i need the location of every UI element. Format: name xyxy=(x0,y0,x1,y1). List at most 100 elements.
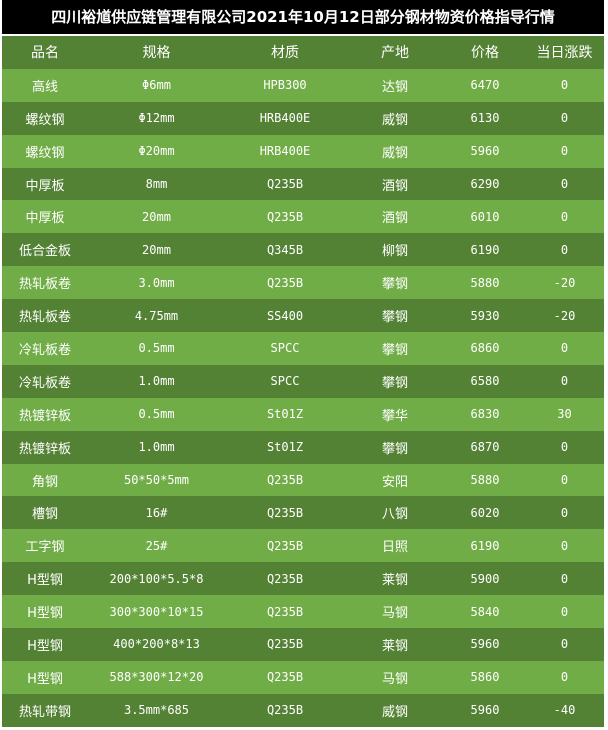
cell-spec[interactable]: 1.0mm xyxy=(88,430,225,464)
cell-change[interactable]: 0 xyxy=(525,562,604,596)
header-price[interactable]: 价格 xyxy=(445,36,525,69)
cell-price[interactable]: 5960 xyxy=(445,134,525,168)
cell-spec[interactable]: Φ12mm xyxy=(88,101,225,135)
cell-change[interactable]: 0 xyxy=(525,364,604,398)
cell-change[interactable]: 0 xyxy=(525,463,604,497)
cell-origin[interactable]: 八钢 xyxy=(345,496,445,530)
cell-material[interactable]: Q235B xyxy=(225,266,345,300)
cell-name[interactable]: 热镀锌板 xyxy=(2,430,88,464)
cell-spec[interactable]: 8mm xyxy=(88,167,225,201)
cell-material[interactable]: SPCC xyxy=(225,332,345,365)
cell-name[interactable]: 螺纹钢 xyxy=(2,134,88,168)
cell-origin[interactable]: 威钢 xyxy=(345,134,445,168)
cell-name[interactable]: 低合金板 xyxy=(2,233,88,267)
cell-price[interactable]: 6290 xyxy=(445,167,525,201)
cell-spec[interactable]: 4.75mm xyxy=(88,299,225,333)
cell-change[interactable]: 30 xyxy=(525,397,604,431)
cell-material[interactable]: St01Z xyxy=(225,430,345,464)
cell-material[interactable]: Q235B xyxy=(225,529,345,563)
cell-price[interactable]: 5930 xyxy=(445,299,525,333)
cell-material[interactable]: HRB400E xyxy=(225,134,345,168)
cell-origin[interactable]: 攀钢 xyxy=(345,430,445,464)
cell-material[interactable]: SS400 xyxy=(225,299,345,333)
cell-origin[interactable]: 攀华 xyxy=(345,397,445,431)
cell-origin[interactable]: 柳钢 xyxy=(345,233,445,267)
cell-spec[interactable]: 0.5mm xyxy=(88,332,225,365)
cell-name[interactable]: 热轧板卷 xyxy=(2,266,88,300)
cell-spec[interactable]: 3.0mm xyxy=(88,266,225,300)
cell-spec[interactable]: 50*50*5mm xyxy=(88,463,225,497)
cell-price[interactable]: 6860 xyxy=(445,332,525,365)
cell-spec[interactable]: Φ6mm xyxy=(88,68,225,102)
cell-material[interactable]: SPCC xyxy=(225,364,345,398)
cell-price[interactable]: 6190 xyxy=(445,529,525,563)
cell-name[interactable]: 热镀锌板 xyxy=(2,397,88,431)
cell-name[interactable]: H型钢 xyxy=(2,660,88,694)
cell-change[interactable]: 0 xyxy=(525,68,604,102)
cell-spec[interactable]: 300*300*10*15 xyxy=(88,595,225,629)
cell-origin[interactable]: 攀钢 xyxy=(345,332,445,365)
cell-spec[interactable]: 16# xyxy=(88,496,225,530)
cell-name[interactable]: 高线 xyxy=(2,68,88,102)
cell-price[interactable]: 6580 xyxy=(445,364,525,398)
cell-price[interactable]: 5840 xyxy=(445,595,525,629)
cell-spec[interactable]: 20mm xyxy=(88,233,225,267)
cell-material[interactable]: Q235B xyxy=(225,628,345,661)
cell-origin[interactable]: 马钢 xyxy=(345,660,445,694)
cell-price[interactable]: 5880 xyxy=(445,266,525,300)
cell-origin[interactable]: 攀钢 xyxy=(345,299,445,333)
cell-name[interactable]: 热轧带钢 xyxy=(2,693,88,727)
cell-origin[interactable]: 安阳 xyxy=(345,463,445,497)
cell-spec[interactable]: 588*300*12*20 xyxy=(88,660,225,694)
header-material[interactable]: 材质 xyxy=(225,36,345,69)
cell-change[interactable]: -20 xyxy=(525,299,604,333)
cell-change[interactable]: 0 xyxy=(525,496,604,530)
cell-change[interactable]: -20 xyxy=(525,266,604,300)
cell-material[interactable]: Q235B xyxy=(225,562,345,596)
cell-change[interactable]: 0 xyxy=(525,430,604,464)
cell-change[interactable]: 0 xyxy=(525,134,604,168)
cell-material[interactable]: Q235B xyxy=(225,200,345,234)
cell-price[interactable]: 5960 xyxy=(445,628,525,661)
cell-change[interactable]: 0 xyxy=(525,200,604,234)
cell-change[interactable]: -40 xyxy=(525,693,604,727)
cell-price[interactable]: 6830 xyxy=(445,397,525,431)
cell-name[interactable]: 热轧板卷 xyxy=(2,299,88,333)
cell-name[interactable]: 工字钢 xyxy=(2,529,88,563)
cell-change[interactable]: 0 xyxy=(525,233,604,267)
cell-material[interactable]: Q235B xyxy=(225,167,345,201)
cell-price[interactable]: 6870 xyxy=(445,430,525,464)
cell-origin[interactable]: 酒钢 xyxy=(345,167,445,201)
cell-spec[interactable]: 400*200*8*13 xyxy=(88,628,225,661)
cell-change[interactable]: 0 xyxy=(525,167,604,201)
cell-name[interactable]: 中厚板 xyxy=(2,200,88,234)
cell-spec[interactable]: 1.0mm xyxy=(88,364,225,398)
cell-change[interactable]: 0 xyxy=(525,660,604,694)
cell-name[interactable]: 冷轧板卷 xyxy=(2,364,88,398)
cell-origin[interactable]: 莱钢 xyxy=(345,628,445,661)
cell-change[interactable]: 0 xyxy=(525,595,604,629)
cell-spec[interactable]: 25# xyxy=(88,529,225,563)
cell-material[interactable]: Q235B xyxy=(225,660,345,694)
cell-origin[interactable]: 达钢 xyxy=(345,68,445,102)
cell-price[interactable]: 5880 xyxy=(445,463,525,497)
cell-price[interactable]: 6190 xyxy=(445,233,525,267)
cell-name[interactable]: 槽钢 xyxy=(2,496,88,530)
cell-origin[interactable]: 威钢 xyxy=(345,101,445,135)
cell-spec[interactable]: 200*100*5.5*8 xyxy=(88,562,225,596)
cell-spec[interactable]: Φ20mm xyxy=(88,134,225,168)
cell-price[interactable]: 5900 xyxy=(445,562,525,596)
cell-spec[interactable]: 3.5mm*685 xyxy=(88,693,225,727)
cell-origin[interactable]: 攀钢 xyxy=(345,364,445,398)
cell-origin[interactable]: 攀钢 xyxy=(345,266,445,300)
cell-name[interactable]: H型钢 xyxy=(2,595,88,629)
header-name[interactable]: 品名 xyxy=(2,36,88,69)
header-change[interactable]: 当日涨跌 xyxy=(525,36,604,69)
header-origin[interactable]: 产地 xyxy=(345,36,445,69)
cell-change[interactable]: 0 xyxy=(525,628,604,661)
cell-spec[interactable]: 20mm xyxy=(88,200,225,234)
cell-price[interactable]: 5860 xyxy=(445,660,525,694)
cell-origin[interactable]: 马钢 xyxy=(345,595,445,629)
cell-material[interactable]: Q235B xyxy=(225,463,345,497)
cell-name[interactable]: 冷轧板卷 xyxy=(2,332,88,365)
